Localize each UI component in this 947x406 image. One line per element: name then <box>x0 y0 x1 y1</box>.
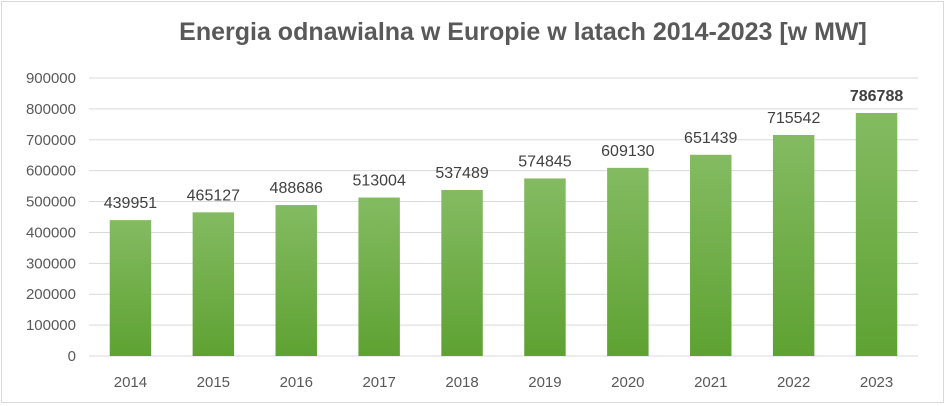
y-tick-label: 600000 <box>26 163 76 180</box>
x-tick-label: 2014 <box>114 374 147 391</box>
data-label-2014: 439951 <box>104 195 157 212</box>
x-tick-label: 2015 <box>197 374 230 391</box>
data-label-2020: 609130 <box>601 143 654 160</box>
y-tick-label: 700000 <box>26 132 76 149</box>
x-tick-label: 2018 <box>445 374 478 391</box>
data-label-2017: 513004 <box>352 173 405 190</box>
data-label-2016: 488686 <box>270 180 323 197</box>
x-tick-label: 2020 <box>611 374 644 391</box>
x-tick-label: 2021 <box>694 374 727 391</box>
y-tick-label: 0 <box>68 348 76 365</box>
bar-2017 <box>358 197 400 356</box>
bar-2016 <box>275 205 317 356</box>
data-label-2021: 651439 <box>684 130 737 147</box>
x-tick-label: 2019 <box>528 374 561 391</box>
bar-2019 <box>524 178 566 356</box>
data-label-2023: 786788 <box>850 88 903 105</box>
x-tick-label: 2016 <box>280 374 313 391</box>
y-tick-label: 100000 <box>26 317 76 334</box>
data-label-2022: 715542 <box>767 110 820 127</box>
y-tick-label: 800000 <box>26 101 76 118</box>
data-label-2018: 537489 <box>435 165 488 182</box>
bar-2015 <box>192 212 235 356</box>
y-tick-label: 500000 <box>26 194 76 211</box>
y-tick-label: 400000 <box>26 224 76 241</box>
y-tick-label: 900000 <box>26 70 76 87</box>
x-tick-label: 2022 <box>777 374 810 391</box>
data-label-2015: 465127 <box>187 187 240 204</box>
bar-2020 <box>607 167 649 356</box>
x-tick-label: 2023 <box>860 374 893 391</box>
bar-2021 <box>690 154 732 356</box>
bar-2014 <box>109 220 152 356</box>
y-tick-label: 300000 <box>26 255 76 272</box>
x-tick-label: 2017 <box>362 374 395 391</box>
bar-2023 <box>855 112 898 356</box>
bar-2022 <box>772 134 815 356</box>
bar-2018 <box>441 189 483 356</box>
data-label-2019: 574845 <box>518 153 571 170</box>
y-tick-label: 200000 <box>26 286 76 303</box>
chart-title: Energia odnawialna w Europie w latach 20… <box>179 18 867 46</box>
